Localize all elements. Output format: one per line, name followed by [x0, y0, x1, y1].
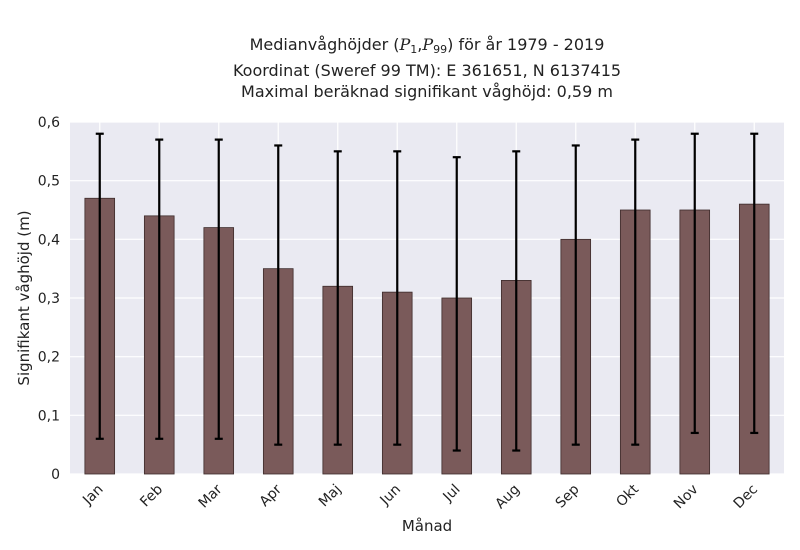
x-tick-label: Jul: [440, 482, 464, 506]
y-tick-label: 0,2: [38, 350, 60, 366]
y-tick-labels: 0 0,1 0,2 0,3 0,4 0,5 0,6: [38, 115, 60, 483]
error-bar-aug: [512, 150, 521, 452]
y-tick-label: 0: [51, 467, 60, 483]
error-bar-maj: [333, 150, 342, 446]
x-axis-label: Månad: [402, 517, 452, 535]
error-bar-mar: [214, 138, 223, 440]
x-tick-labels: Jan Feb Mar Apr Maj Jun Jul Aug Sep Okt Nov Dec: [79, 481, 761, 512]
chart-subtitle-max: Maximal beräknad signifikant våghöjd: 0,…: [241, 82, 613, 101]
error-bar-apr: [274, 144, 283, 446]
y-tick-label: 0,5: [38, 174, 60, 190]
y-tick-label: 0,6: [38, 115, 60, 131]
y-tick-label: 0,3: [38, 291, 60, 307]
error-bar-jun: [393, 150, 402, 446]
y-tick-label: 0,1: [38, 408, 60, 424]
error-bar-dec: [750, 132, 759, 435]
error-bar-okt: [631, 138, 640, 446]
error-bar-sep: [571, 144, 580, 446]
x-tick-label: Okt: [613, 481, 642, 510]
x-tick-label: Sep: [553, 481, 583, 511]
error-bar-nov: [690, 132, 699, 435]
error-bar-feb: [155, 138, 164, 440]
x-tick-label: Aug: [492, 482, 523, 513]
error-bar-jul: [452, 156, 461, 452]
chart-title: Medianvåghöjder (P1,P99) för år 1979 - 2…: [249, 35, 605, 56]
x-tick-label: Dec: [731, 482, 761, 512]
y-tick-label: 0,4: [38, 232, 60, 248]
error-bars: [95, 132, 759, 452]
x-tick-label: Jan: [79, 482, 106, 509]
x-tick-label: Apr: [257, 481, 286, 510]
y-axis-label: Signifikant våghöjd (m): [15, 210, 33, 385]
error-bar-jan: [95, 132, 104, 440]
chart-subtitle: Koordinat (Sweref 99 TM): E 361651, N 61…: [232, 61, 622, 80]
x-tick-label: Nov: [671, 482, 702, 513]
x-tick-label: Mar: [196, 481, 226, 511]
x-tick-label: Jun: [377, 482, 404, 509]
chart-title-block: Medianvåghöjder (P1,P99) för år 1979 - 2…: [70, 34, 784, 102]
x-tick-label: Feb: [137, 481, 166, 510]
x-tick-label: Maj: [316, 482, 345, 511]
